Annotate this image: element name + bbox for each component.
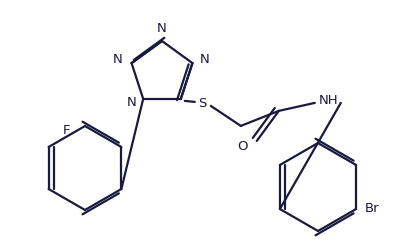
Text: Br: Br <box>365 203 379 216</box>
Text: N: N <box>113 53 122 66</box>
Text: S: S <box>198 97 207 110</box>
Text: N: N <box>157 23 167 35</box>
Text: NH: NH <box>319 94 339 107</box>
Text: F: F <box>63 124 71 136</box>
Text: N: N <box>200 53 209 66</box>
Text: N: N <box>126 96 136 109</box>
Text: O: O <box>238 140 248 154</box>
